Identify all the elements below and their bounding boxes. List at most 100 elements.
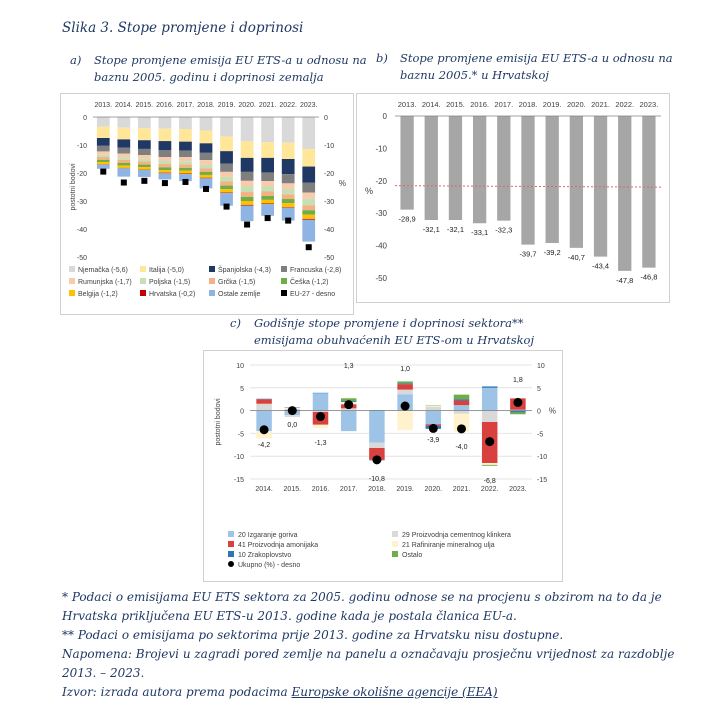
data-label: -1,3 [314, 440, 326, 447]
panel-a-title-line1: Stope promjene emisija EU ETS-a u odnosu… [94, 53, 367, 67]
bar-segment [220, 151, 233, 164]
y-tick-label: -10 [234, 454, 244, 461]
y2-tick-label: -30 [324, 199, 334, 206]
bar-segment [312, 424, 329, 428]
bar-segment [158, 117, 172, 129]
total-marker [372, 455, 382, 465]
y-tick-label: -40 [375, 242, 387, 251]
x-tick-label: 2018. [197, 102, 215, 109]
bar-segment [117, 157, 131, 160]
bar-segment [179, 167, 192, 171]
bar-segment [302, 210, 316, 215]
y-tick-label: 0 [383, 112, 388, 121]
legend-label: Belgija (-1,2) [78, 291, 118, 298]
bar [593, 116, 608, 257]
eu27-marker [223, 203, 230, 210]
legend-swatch [392, 551, 398, 557]
x-tick-label: 2022. [481, 486, 499, 493]
bar-segment [397, 384, 413, 390]
legend-swatch [228, 531, 234, 537]
bar-segment [261, 186, 275, 192]
legend-label: Hrvatska (-0,2) [149, 291, 195, 298]
bar-segment [240, 141, 254, 158]
eu27-marker [203, 185, 209, 192]
bar-segment [510, 411, 526, 413]
bar-segment [369, 447, 385, 460]
bar-segment [369, 442, 385, 448]
y-tick-label: -50 [77, 255, 87, 262]
bar-segment [302, 192, 316, 199]
bar-segment [96, 157, 110, 160]
bar-segment [240, 201, 254, 205]
y2-tick-label: -10 [537, 454, 547, 461]
bar-segment [117, 139, 131, 148]
note-1b: Hrvatska priključena EU ETS-u 2013. godi… [62, 609, 517, 623]
y2-tick-label: -10 [324, 143, 334, 150]
bar-segment [256, 410, 272, 432]
bar-segment [117, 117, 131, 128]
bar-segment [481, 410, 498, 422]
data-label: 1,0 [400, 366, 410, 373]
bar-segment [510, 409, 526, 411]
panel-c-title-line2: emisijama obuhvaćenih EU ETS-om u Hrvats… [254, 333, 535, 347]
bar [400, 116, 414, 210]
x-tick-label: 2020. [567, 100, 586, 109]
legend-label: Poljska (-1,5) [149, 279, 190, 286]
bar-segment [281, 188, 295, 195]
data-label: 0,0 [287, 422, 297, 429]
bar-segment [261, 117, 275, 143]
x-tick-label: 2018. [519, 100, 538, 109]
bar-segment [284, 415, 301, 417]
eu27-marker [120, 179, 127, 186]
panel-a-title: a) Stope promjene emisija EU ETS-a u odno… [70, 52, 367, 86]
x-tick-label: 2020. [425, 486, 443, 493]
x-tick-label: 2019. [396, 486, 414, 493]
reference-line [394, 185, 662, 188]
panel-a-title-line2: baznu 2005. godinu i doprinosi zemalja [94, 70, 324, 84]
bar-segment [261, 203, 275, 205]
eu27-marker [244, 221, 251, 228]
bar-segment [240, 171, 254, 181]
note-2: ** Podaci o emisijama po sektorima prije… [62, 628, 564, 642]
eu27-marker [161, 180, 168, 187]
bar-segment [96, 162, 110, 165]
total-marker [513, 397, 523, 407]
source-link[interactable]: Europske okolišne agencije (EEA) [291, 685, 498, 699]
y2-axis-label: % [549, 407, 556, 416]
bar-segment [220, 189, 233, 193]
bar-segment [158, 172, 172, 174]
bar-segment [179, 174, 192, 182]
bar [642, 116, 656, 268]
bar-segment [179, 173, 192, 175]
bar-segment [137, 164, 151, 168]
x-tick-label: 2023. [640, 100, 659, 109]
panel-c-tag: c) [230, 316, 241, 330]
legend-label: EU-27 - desno [290, 291, 335, 298]
bar-segment [256, 403, 272, 411]
bar-segment [425, 406, 442, 411]
bar-segment [240, 192, 254, 197]
chart-c-svg: 10 10 5 5 0 0 -5 -5 -10 -10 -15 -15 2014. 2015. 2016. 2… [215, 363, 556, 569]
eu27-marker [305, 244, 312, 251]
panel-c-title-line1: Godišnje stope promjene i doprinosi sekt… [254, 316, 524, 330]
bar-segment [199, 117, 213, 131]
bar-segment [117, 168, 131, 177]
bar-segment [302, 218, 316, 220]
bar-segment [220, 192, 233, 194]
bar-segment [199, 178, 213, 189]
panel-c: 10 10 5 5 0 0 -5 -5 -10 -10 -15 -15 2014. 2015. 2016. 2… [203, 350, 563, 582]
bar-segment [117, 159, 131, 163]
bar-segment [158, 141, 172, 151]
legend-label: 10 Zrakoplovstvo [238, 552, 291, 559]
data-label: -39,7 [519, 250, 536, 259]
note-3b: 2013. – 2023. [62, 666, 145, 680]
legend-swatch [228, 551, 234, 557]
x-tick-label: 2022. [615, 100, 634, 109]
bar-segment [199, 171, 213, 175]
legend-swatch [392, 541, 398, 547]
bar-segment [220, 171, 233, 177]
bar-segment [261, 199, 275, 204]
legend-swatch [140, 278, 146, 284]
legend-swatch [209, 278, 215, 284]
bar-segment [302, 166, 316, 183]
